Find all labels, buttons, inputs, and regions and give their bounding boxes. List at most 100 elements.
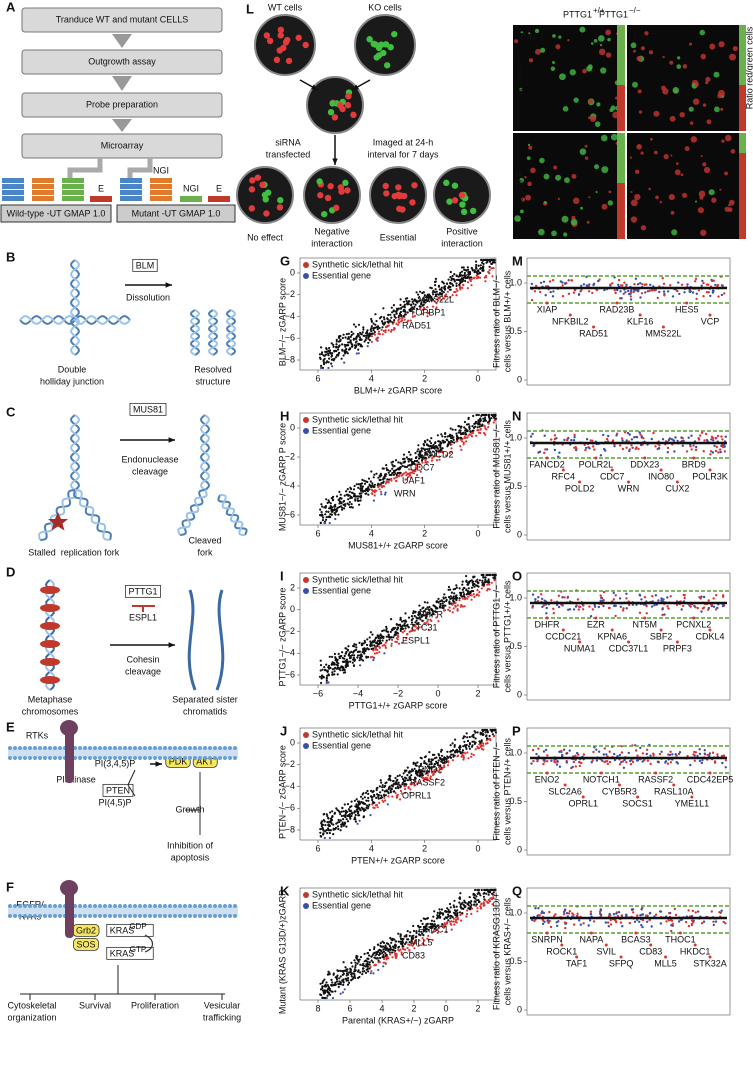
- cell: [528, 58, 534, 63]
- cell: [594, 164, 600, 170]
- lipid: [138, 914, 142, 918]
- point: [402, 315, 405, 318]
- point: [664, 761, 667, 764]
- point: [368, 948, 371, 952]
- x-axis-label: Parental (KRAS+/−) zGARP: [342, 1015, 454, 1025]
- point: [377, 330, 381, 333]
- point: [435, 307, 438, 310]
- lipid: [233, 914, 237, 918]
- point: [635, 749, 638, 752]
- point: [570, 766, 573, 770]
- lipid: [43, 914, 47, 918]
- lipid: [58, 756, 62, 760]
- lipid: [183, 746, 187, 750]
- point: [344, 503, 347, 506]
- cell: [724, 171, 729, 176]
- lipid: [188, 914, 192, 918]
- point: [451, 294, 454, 297]
- point: [530, 282, 534, 286]
- x-tick-label: 0: [475, 843, 480, 853]
- point: [385, 625, 388, 628]
- point: [455, 294, 458, 297]
- point: [494, 731, 498, 734]
- y-tick-label: 0.5: [509, 326, 522, 336]
- point: [391, 795, 394, 798]
- point: [332, 827, 335, 830]
- cell: [690, 136, 698, 143]
- point: [650, 288, 654, 292]
- panel-label: B: [6, 249, 15, 264]
- point: [357, 960, 360, 963]
- hit-point: [578, 640, 582, 644]
- point: [389, 313, 392, 316]
- point: [450, 923, 453, 926]
- point: [692, 753, 695, 756]
- point: [488, 258, 491, 262]
- point: [415, 930, 418, 933]
- diagram-text: organization: [7, 1012, 56, 1022]
- point: [450, 749, 453, 753]
- point: [381, 940, 384, 943]
- point: [433, 445, 436, 448]
- point: [426, 315, 429, 318]
- point: [398, 784, 401, 787]
- cell: [559, 73, 566, 81]
- cell: [587, 64, 593, 70]
- point: [660, 597, 663, 600]
- point: [426, 312, 429, 315]
- point: [340, 654, 343, 658]
- point: [686, 754, 689, 758]
- point: [599, 454, 603, 457]
- point: [484, 576, 487, 579]
- point: [625, 592, 628, 595]
- point: [690, 434, 693, 437]
- point: [410, 621, 414, 624]
- point: [458, 748, 461, 751]
- point: [342, 660, 345, 664]
- point: [319, 834, 322, 838]
- point: [336, 808, 339, 811]
- point: [358, 659, 361, 662]
- cell: [277, 32, 284, 39]
- point: [484, 280, 487, 283]
- point: [359, 809, 362, 812]
- point: [477, 888, 481, 892]
- point: [468, 273, 471, 276]
- point: [439, 764, 442, 767]
- point: [492, 258, 495, 262]
- point: [354, 341, 357, 344]
- arrow-head: [311, 84, 318, 90]
- point: [442, 926, 445, 929]
- point: [480, 424, 483, 427]
- point: [323, 820, 326, 823]
- cell: [451, 182, 459, 189]
- point: [395, 796, 398, 799]
- diagram-text: Survival: [79, 1000, 111, 1010]
- point: [321, 668, 324, 671]
- hit-point: [627, 640, 630, 644]
- point: [558, 765, 562, 768]
- x-tick-label: 6: [315, 528, 320, 538]
- point: [555, 763, 559, 766]
- point: [414, 762, 417, 765]
- point: [334, 656, 337, 659]
- point: [407, 303, 410, 306]
- point: [465, 269, 468, 272]
- cell: [702, 162, 707, 167]
- y-tick-label: 1.0: [509, 432, 522, 442]
- gene-label: RAD51: [579, 328, 608, 338]
- point: [397, 321, 400, 324]
- point: [641, 760, 644, 763]
- x-tick-label: 6: [347, 1003, 352, 1013]
- point: [666, 290, 670, 293]
- point: [344, 814, 347, 817]
- point: [486, 587, 490, 591]
- chromosome: [40, 658, 60, 666]
- point: [403, 629, 406, 633]
- point: [482, 583, 486, 586]
- diagram-text: Dissolution: [126, 292, 170, 302]
- lipid: [23, 756, 27, 760]
- diagram-text: Metaphase: [28, 694, 73, 704]
- gene-label: SOCS1: [622, 798, 653, 808]
- point: [435, 616, 438, 619]
